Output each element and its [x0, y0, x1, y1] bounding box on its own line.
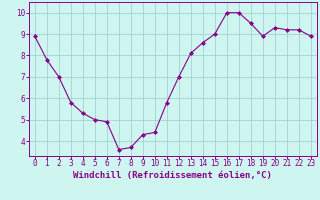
X-axis label: Windchill (Refroidissement éolien,°C): Windchill (Refroidissement éolien,°C) — [73, 171, 272, 180]
